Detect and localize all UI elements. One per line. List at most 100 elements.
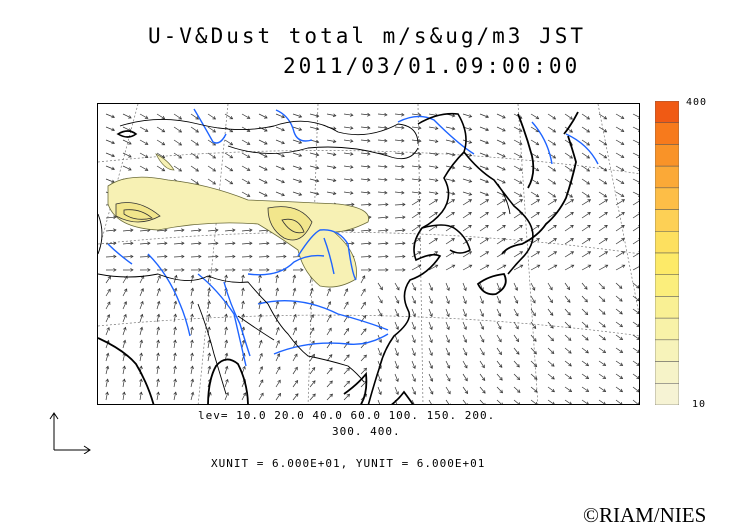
wind-arrow — [139, 392, 142, 401]
wind-arrow-head — [601, 298, 606, 302]
wind-arrow-head — [619, 311, 623, 315]
wind-arrow — [105, 379, 109, 388]
wind-arrow-head — [395, 339, 399, 344]
wind-arrow-head — [518, 167, 523, 171]
wind-arrow-head — [140, 288, 144, 292]
wind-arrow-head — [518, 128, 523, 132]
wind-arrow-head — [173, 391, 178, 396]
wind-arrow — [326, 393, 333, 401]
wind-arrow-head — [276, 353, 281, 357]
wind-arrow — [360, 328, 367, 336]
wind-arrow-head — [122, 391, 126, 396]
wind-arrow — [462, 347, 467, 356]
wind-arrow — [513, 295, 518, 304]
wind-arrow — [547, 308, 554, 316]
wind-arrow-head — [587, 251, 592, 255]
wind-arrow-head — [368, 241, 372, 246]
wind-arrow — [564, 191, 573, 198]
wind-arrow-head — [535, 154, 540, 159]
wind-arrow — [394, 191, 404, 194]
wind-arrow-head — [485, 140, 490, 145]
wind-arrow-head — [587, 199, 592, 203]
wind-arrow-head — [417, 212, 421, 216]
wind-arrow — [275, 139, 285, 144]
wind-arrow — [564, 295, 571, 303]
wind-arrow-head — [173, 326, 177, 331]
wind-arrow-head — [266, 254, 270, 259]
wind-arrow-head — [351, 241, 355, 246]
wind-arrow-head — [310, 300, 314, 305]
wind-arrow — [326, 288, 331, 297]
wind-arrow-head — [346, 354, 350, 358]
wind-arrow — [462, 165, 472, 169]
wind-arrow — [105, 126, 115, 131]
wind-arrow — [462, 360, 468, 369]
wind-arrow-head — [514, 287, 519, 291]
colorbar-swatch — [655, 361, 679, 384]
wind-arrow — [411, 191, 421, 194]
wind-arrow — [377, 165, 387, 168]
wind-arrow — [326, 139, 336, 143]
wind-arrow-head — [241, 326, 246, 331]
wind-arrow — [173, 379, 176, 388]
wind-arrow-head — [502, 212, 506, 216]
wind-arrow-head — [401, 138, 405, 143]
wind-arrow-head — [568, 362, 572, 367]
wind-arrow — [496, 238, 506, 245]
wind-arrow — [275, 113, 285, 118]
wind-arrow-head — [367, 125, 371, 130]
wind-arrow — [105, 340, 109, 349]
colorbar-swatch — [655, 296, 679, 319]
wind-arrow — [479, 212, 489, 219]
wind-arrow — [105, 165, 115, 170]
wind-arrow-head — [212, 181, 217, 185]
wind-arrow — [122, 366, 125, 375]
wind-arrow — [445, 238, 455, 245]
wind-arrow — [428, 126, 438, 129]
wind-arrow-head — [412, 326, 416, 331]
wind-arrow-head — [229, 115, 234, 120]
wind-arrow-head — [552, 129, 557, 133]
wind-arrow-head — [332, 165, 337, 170]
colorbar-swatch — [655, 274, 679, 297]
wind-arrow-head — [258, 313, 263, 318]
wind-arrow — [598, 373, 606, 379]
wind-arrow-head — [485, 179, 490, 184]
wind-arrow-head — [484, 402, 486, 404]
wind-arrow-head — [434, 139, 439, 143]
wind-arrow — [343, 367, 350, 375]
wind-arrow — [462, 225, 472, 232]
wind-arrow-head — [463, 326, 467, 330]
wind-arrow — [377, 373, 382, 382]
wind-arrow — [207, 288, 210, 297]
wind-arrow — [513, 264, 523, 271]
wind-arrow-head — [621, 199, 626, 203]
wind-arrow-head — [232, 241, 236, 246]
wind-arrow — [360, 191, 370, 194]
wind-arrow — [496, 165, 506, 171]
wind-arrow — [479, 152, 489, 157]
wind-arrow — [122, 314, 127, 323]
wind-arrow — [513, 178, 523, 184]
wind-arrow-head — [603, 142, 608, 146]
colorbar-swatch — [655, 144, 679, 167]
wind-arrow — [394, 152, 404, 155]
wind-arrow — [564, 308, 571, 316]
wind-arrow — [224, 242, 235, 245]
wind-arrow-head — [603, 168, 608, 172]
wind-arrow-head — [190, 378, 195, 383]
wind-arrow-head — [567, 311, 571, 316]
wind-arrow-head — [502, 180, 506, 184]
borders — [98, 119, 511, 395]
wind-arrow-head — [181, 268, 185, 272]
wind-arrow-head — [225, 378, 229, 383]
wind-arrow-head — [161, 128, 166, 133]
wind-arrow-head — [246, 193, 251, 197]
wind-arrow — [190, 229, 201, 232]
wind-arrow — [547, 126, 556, 133]
wind-arrow — [513, 334, 519, 342]
wind-arrow-head — [604, 238, 608, 242]
wind-arrow — [428, 295, 433, 304]
wind-arrow — [224, 178, 233, 185]
wind-arrow-head — [215, 254, 219, 259]
